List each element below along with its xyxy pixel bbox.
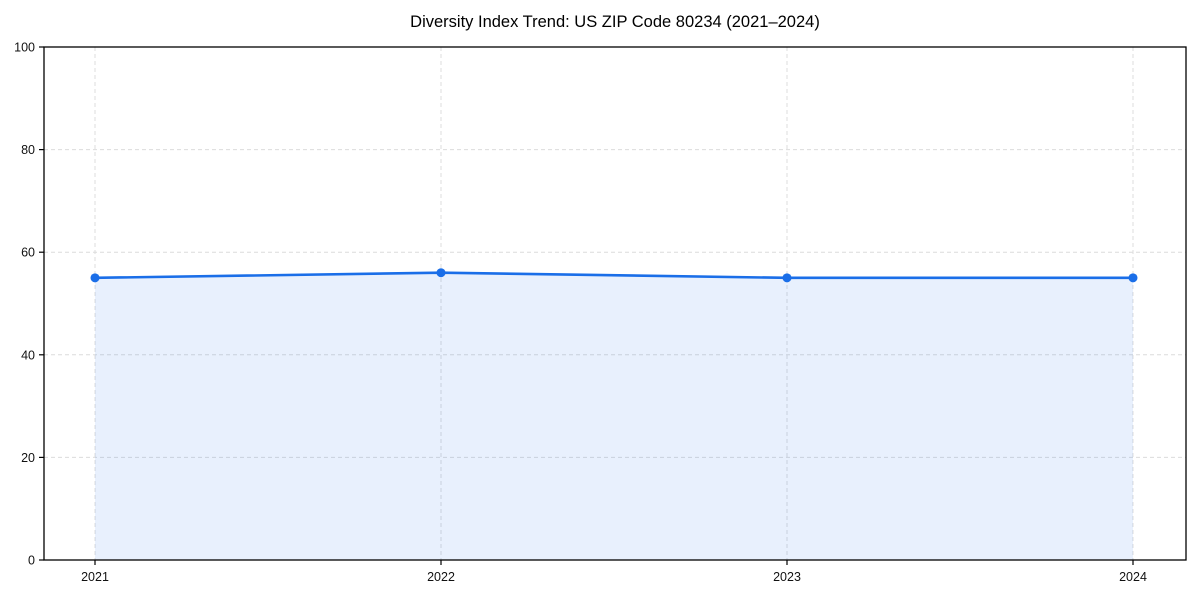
plot-frame: [43, 46, 1187, 561]
y-tick-label: 60: [21, 246, 35, 260]
axis-layer: 0 20 40 60 80 100 2021 2022 2023 2024: [14, 41, 1147, 585]
x-tick-label: 2022: [427, 570, 455, 584]
y-tick-label: 40: [21, 348, 35, 362]
area-fill: [95, 272, 1133, 560]
y-tick-label: 100: [14, 41, 35, 55]
data-point: [436, 268, 446, 278]
marker-layer: [90, 268, 1138, 283]
x-tick-label: 2024: [1119, 570, 1147, 584]
data-point: [90, 273, 100, 283]
trend-line: [93, 271, 1135, 280]
chart-title: Diversity Index Trend: US ZIP Code 80234…: [410, 13, 820, 31]
grid-layer: [44, 46, 1186, 561]
x-tick-label: 2021: [81, 570, 109, 584]
y-tick-label: 20: [21, 451, 35, 465]
y-tick-label: 80: [21, 143, 35, 157]
line-layer: [93, 271, 1135, 280]
x-tick-label: 2023: [773, 570, 801, 584]
area-layer: [95, 272, 1133, 560]
y-tick-label: 0: [28, 554, 35, 568]
data-point: [1128, 273, 1138, 283]
data-point: [782, 273, 792, 283]
